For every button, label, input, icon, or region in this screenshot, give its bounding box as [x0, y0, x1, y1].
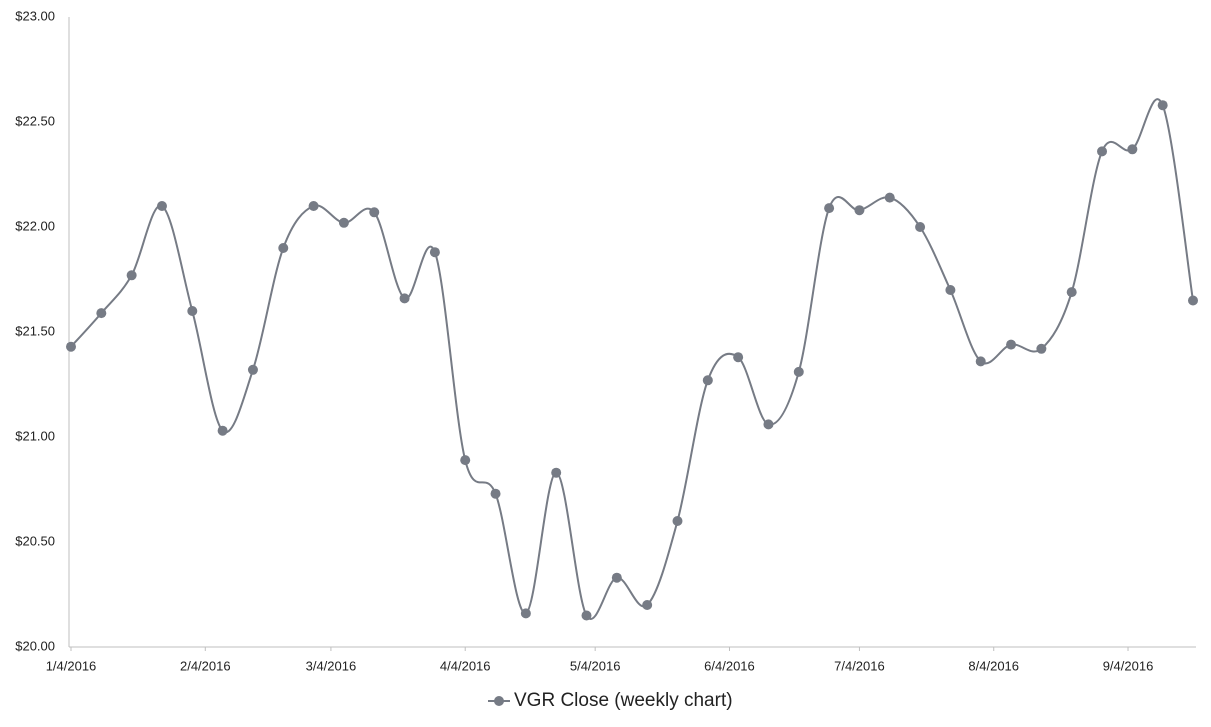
x-tick-label: 6/4/2016 — [704, 658, 755, 673]
y-tick-label: $23.00 — [15, 8, 55, 23]
marker — [763, 419, 774, 430]
marker — [824, 203, 835, 214]
x-tick-label: 9/4/2016 — [1103, 658, 1154, 673]
marker — [369, 207, 380, 218]
marker — [278, 243, 289, 253]
marker — [187, 306, 198, 316]
marker — [1097, 146, 1108, 157]
marker — [490, 488, 501, 499]
x-tick-label: 2/4/2016 — [180, 658, 231, 673]
marker — [945, 285, 956, 295]
legend-marker — [494, 696, 504, 706]
marker — [338, 217, 349, 228]
marker — [611, 572, 622, 583]
marker — [884, 192, 895, 203]
y-tick-label: $21.50 — [15, 323, 55, 338]
x-tick-label: 4/4/2016 — [440, 658, 491, 673]
legend-label: VGR Close (weekly chart) — [514, 690, 733, 711]
marker — [126, 270, 137, 281]
marker — [217, 425, 228, 436]
marker — [793, 366, 804, 377]
marker — [399, 293, 410, 304]
x-tick-label: 8/4/2016 — [968, 658, 1019, 673]
marker — [308, 201, 319, 211]
marker — [975, 356, 986, 367]
x-tick-label: 7/4/2016 — [834, 658, 885, 673]
marker — [672, 516, 683, 526]
marker — [1127, 144, 1138, 155]
line — [70, 98, 1194, 620]
marker — [581, 610, 592, 621]
y-tick-label: $21.00 — [15, 428, 55, 443]
marker — [1157, 100, 1168, 111]
marker — [702, 375, 713, 386]
marker — [66, 341, 76, 352]
marker — [1036, 343, 1047, 354]
marker — [247, 364, 258, 375]
marker — [915, 222, 926, 232]
marker — [460, 455, 471, 466]
y-tick-label: $22.50 — [15, 113, 55, 128]
marker — [1066, 287, 1077, 298]
y-tick-label: $20.50 — [15, 533, 55, 548]
marker — [733, 352, 744, 363]
marker — [642, 600, 653, 610]
marker — [96, 308, 107, 319]
marker — [854, 205, 865, 216]
x-tick-label: 1/4/2016 — [46, 658, 97, 673]
marker — [551, 467, 562, 478]
x-tick-label: 5/4/2016 — [570, 658, 621, 673]
marker — [1188, 295, 1198, 306]
marker — [156, 201, 167, 211]
y-tick-label: $22.00 — [15, 218, 55, 233]
marker — [429, 247, 440, 258]
x-tick-label: 3/4/2016 — [306, 658, 357, 673]
marker — [1006, 339, 1017, 350]
marker — [520, 608, 531, 619]
y-tick-label: $20.00 — [15, 638, 55, 653]
